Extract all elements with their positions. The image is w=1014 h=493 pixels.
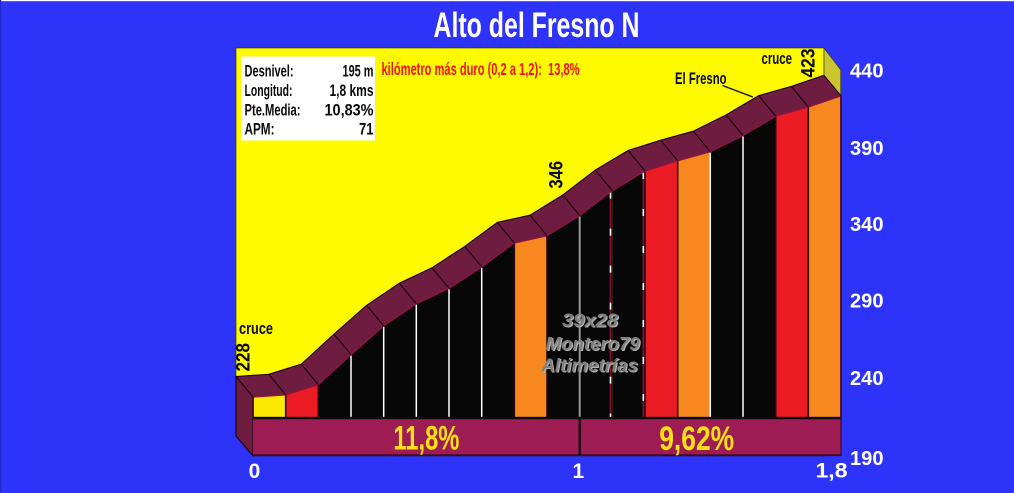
svg-text:39x28: 39x28 <box>563 312 619 332</box>
svg-text:Altimetrías: Altimetrías <box>540 356 638 376</box>
svg-text:1,8 kms: 1,8 kms <box>330 81 374 100</box>
svg-text:71: 71 <box>359 120 374 139</box>
svg-text:Pte.Media:: Pte.Media: <box>245 100 301 119</box>
svg-text:240: 240 <box>850 368 884 390</box>
svg-text:kilómetro más duro (0,2 a 1,2): kilómetro más duro (0,2 a 1,2): 13,8% <box>382 59 580 79</box>
svg-text:Longitud:: Longitud: <box>245 81 293 100</box>
svg-text:cruce: cruce <box>239 320 273 338</box>
svg-text:Desnivel:: Desnivel: <box>245 62 294 81</box>
svg-text:228: 228 <box>234 343 255 372</box>
svg-text:39x28: 39x28 <box>562 311 618 331</box>
svg-text:1,8: 1,8 <box>816 460 848 483</box>
svg-text:195 m: 195 m <box>343 62 374 81</box>
svg-text:cruce: cruce <box>762 50 793 68</box>
svg-text:Montero79: Montero79 <box>546 334 640 354</box>
svg-text:Alto del Fresno N: Alto del Fresno N <box>434 6 640 45</box>
svg-text:10,83%: 10,83% <box>325 100 374 119</box>
svg-text:423: 423 <box>799 49 820 78</box>
svg-text:APM:: APM: <box>245 120 275 139</box>
svg-text:Altimetrías: Altimetrías <box>542 357 640 377</box>
svg-text:340: 340 <box>850 214 884 236</box>
svg-text:11,8%: 11,8% <box>393 420 459 458</box>
svg-text:Montero79: Montero79 <box>547 335 641 355</box>
svg-text:390: 390 <box>850 138 884 160</box>
svg-text:290: 290 <box>850 291 884 313</box>
svg-text:9,62%: 9,62% <box>659 420 734 458</box>
svg-text:190: 190 <box>850 448 884 470</box>
svg-text:El Fresno: El Fresno <box>675 70 727 88</box>
svg-text:0: 0 <box>249 460 261 483</box>
svg-text:440: 440 <box>850 61 884 83</box>
svg-text:346: 346 <box>547 161 568 189</box>
svg-text:1: 1 <box>573 460 585 483</box>
